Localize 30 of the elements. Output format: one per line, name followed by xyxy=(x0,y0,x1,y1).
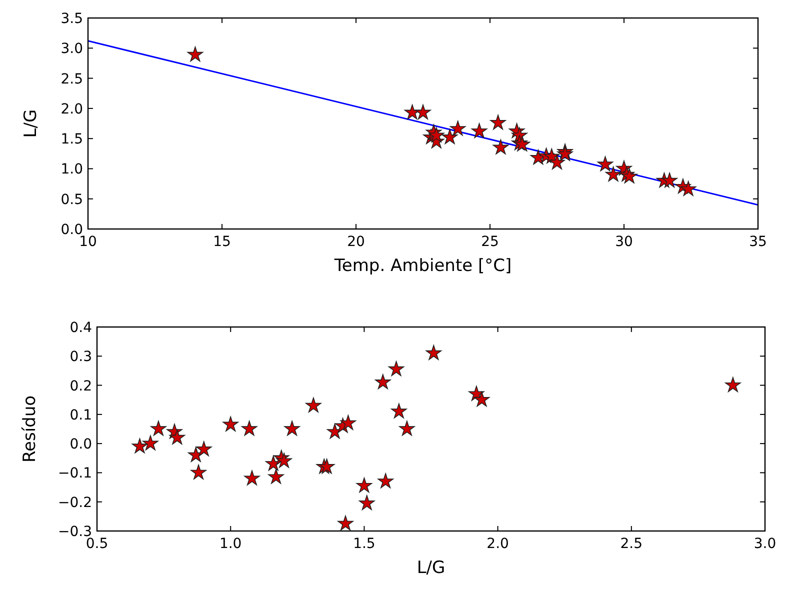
x-tick-label: 30 xyxy=(615,234,633,250)
x-tick-label: 1.0 xyxy=(219,536,242,552)
y-tick-label: 0.1 xyxy=(70,407,92,424)
y-tick-label: 1.0 xyxy=(60,162,83,178)
x-tick-label: 1.5 xyxy=(353,536,376,552)
x-axis-title: L/G xyxy=(416,558,446,578)
x-tick-label: 20 xyxy=(347,234,365,250)
y-tick-label: 2.5 xyxy=(60,71,83,88)
y-tick-label: −0.2 xyxy=(58,494,92,511)
y-tick-label: 2.0 xyxy=(60,101,83,118)
x-tick-label: 15 xyxy=(213,234,231,250)
y-tick-label: 3.5 xyxy=(60,11,83,27)
x-tick-label: 10 xyxy=(79,234,97,250)
y-axis-title: Resíduo xyxy=(20,395,40,463)
x-tick-label: 0.5 xyxy=(86,536,108,552)
x-tick-label: 2.5 xyxy=(620,536,643,552)
x-axis-title: Temp. Ambiente [°C] xyxy=(333,256,512,276)
x-tick-label: 25 xyxy=(481,234,499,250)
y-tick-label: 0.5 xyxy=(60,192,83,208)
y-tick-label: 0.0 xyxy=(70,436,92,453)
y-tick-label: 0.2 xyxy=(70,378,92,394)
y-tick-label: 1.5 xyxy=(60,132,83,148)
y-tick-label: 0.4 xyxy=(70,320,92,336)
x-tick-label: 2.0 xyxy=(486,536,509,552)
y-tick-label: −0.1 xyxy=(58,466,92,482)
x-tick-label: 35 xyxy=(749,234,767,250)
x-tick-label: 3.0 xyxy=(754,536,776,552)
y-axis-title: L/G xyxy=(21,109,41,138)
y-tick-label: 3.0 xyxy=(60,41,83,58)
y-tick-label: 0.3 xyxy=(70,349,92,366)
